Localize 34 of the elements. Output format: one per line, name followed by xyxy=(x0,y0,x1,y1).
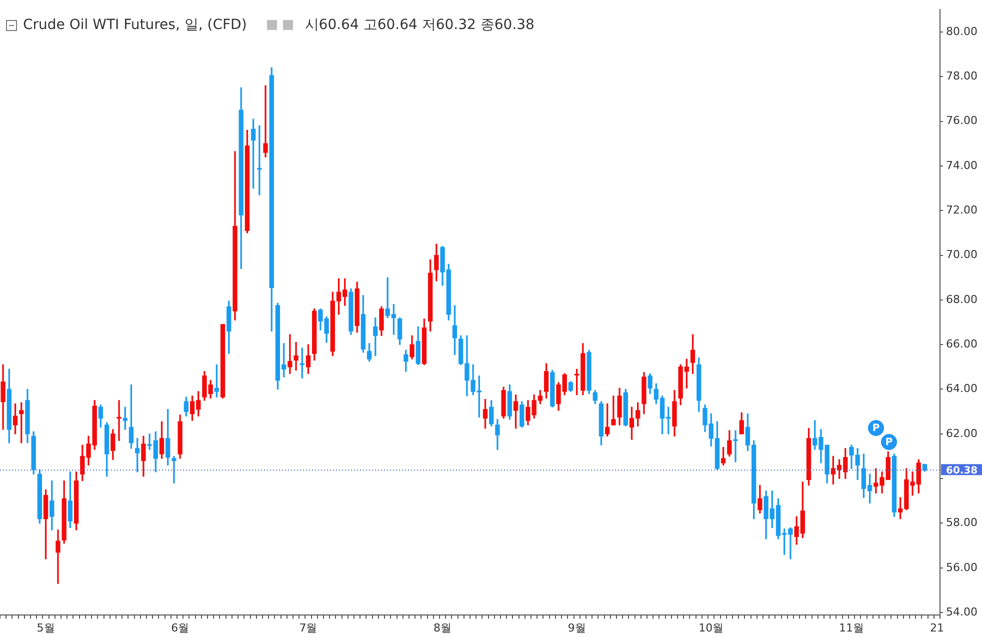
annotation: P xyxy=(881,434,897,450)
ref-line-label: 60.38 xyxy=(946,466,978,477)
candlestick xyxy=(263,85,268,158)
candlestick xyxy=(288,334,292,374)
y-tick-label: 66.00 xyxy=(946,337,978,350)
x-tick-label: 6월 xyxy=(171,621,190,634)
annotation: 시60.64 고60.64 저60.32 종60.38 xyxy=(304,16,534,34)
y-tick-label: 56.00 xyxy=(946,560,978,574)
x-tick-label: 8월 xyxy=(434,621,452,634)
y-tick-label: 64.00 xyxy=(946,382,978,396)
y-tick-label: 72.00 xyxy=(946,203,978,216)
text: Crude Oil WTI Futures, 일, (CFD) xyxy=(23,16,247,34)
x-tick-label: 5월 xyxy=(36,621,55,634)
x-tick-label: 21 xyxy=(930,621,944,634)
y-tick-label: 78.00 xyxy=(946,69,978,82)
x-tick-label: 11월 xyxy=(838,621,864,634)
y-tick-label: 80.00 xyxy=(946,24,978,38)
y-tick-label: 54.00 xyxy=(946,605,978,618)
annotation: P xyxy=(868,420,884,436)
candlestick xyxy=(172,456,176,484)
candlestick xyxy=(611,396,616,426)
x-tick-label: 10월 xyxy=(698,621,724,634)
x-tick-label: 7월 xyxy=(299,621,318,634)
y-tick-label: 76.00 xyxy=(946,114,978,128)
candlestick xyxy=(56,530,60,584)
candlestick xyxy=(116,400,122,441)
y-tick-label: 74.00 xyxy=(946,158,978,172)
candlestick xyxy=(294,342,298,371)
x-tick-label: 9월 xyxy=(568,621,586,634)
y-tick-label: 70.00 xyxy=(946,248,978,262)
candlestick xyxy=(733,430,738,462)
y-tick-label: 62.00 xyxy=(946,426,978,440)
y-tick-label: 68.00 xyxy=(946,292,978,306)
y-tick-label: 58.00 xyxy=(946,516,978,530)
